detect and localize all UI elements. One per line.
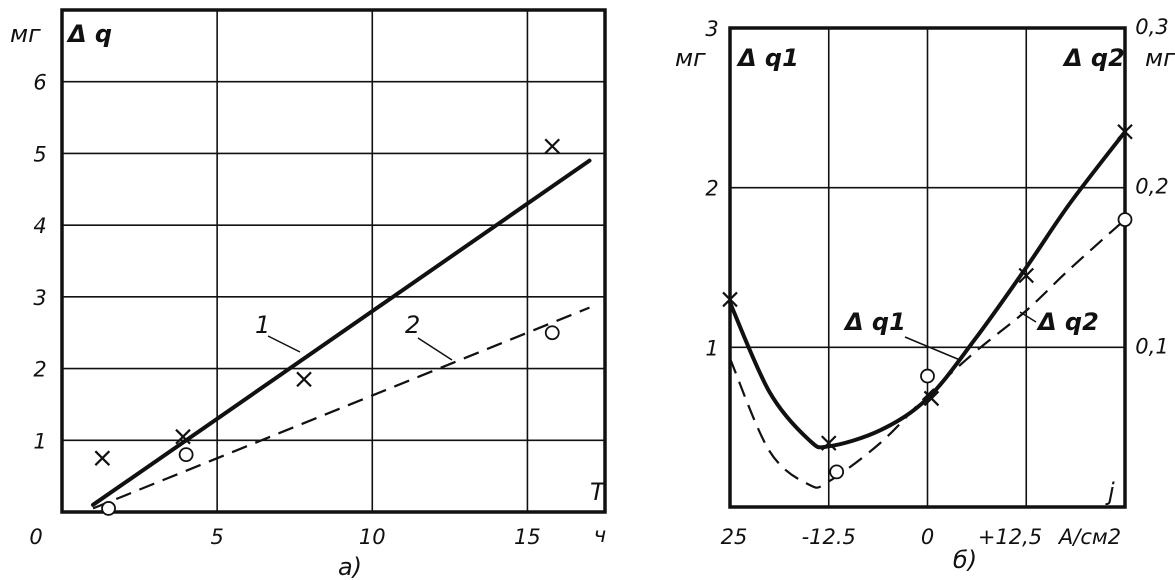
series-leader-1 [267, 335, 301, 353]
data-point-o [920, 368, 935, 384]
y-tick-label: 6 [33, 71, 46, 95]
data-point-x [923, 390, 940, 407]
x-tick-label: 25 [721, 525, 748, 549]
x-axis-unit: ч [594, 523, 606, 547]
x-tick-label: 15 [514, 525, 541, 549]
y-right-tick-label: 0,1 [1135, 334, 1168, 358]
y-right-unit: мг [1145, 44, 1175, 72]
data-point-o [101, 501, 116, 516]
data-point-x [296, 371, 312, 388]
data-point-o [544, 325, 560, 341]
y-axis-unit: мг [10, 20, 41, 48]
series-leader-2 [417, 337, 453, 361]
panel-label: a) [338, 553, 362, 580]
x-axis-unit: A/см2 [1057, 525, 1121, 549]
panel-b: 25 -12.5 0 +12,5 1 2 3 0,1 0,2 0,3 мг Δ q1 Δ q2 мг j A/… [675, 15, 1175, 574]
data-point-o [829, 464, 845, 480]
data-point-x [1117, 124, 1133, 140]
series-curve [728, 218, 1126, 489]
plot-frame [60, 8, 607, 514]
curve-label-q2: Δ q2 [1036, 308, 1099, 336]
series-line-2 [92, 306, 590, 510]
data-point-x [1018, 267, 1035, 284]
data-point-o [178, 447, 194, 463]
y-tick-label: 5 [33, 142, 46, 166]
data-point-x [94, 450, 111, 466]
plot-frame [728, 26, 1127, 509]
data-point-x [722, 291, 738, 308]
y-left-tick-label: 2 [705, 177, 718, 201]
y-left-tick-label: 1 [705, 336, 718, 360]
series-line-1 [91, 158, 592, 507]
curve-leader-q2 [1019, 311, 1037, 323]
data-point-o [1117, 212, 1133, 228]
y-tick-label: 3 [33, 286, 46, 310]
x-tick-label: 0 [29, 525, 42, 549]
y-tick-label: 2 [33, 358, 46, 382]
y-left-tick-label: 3 [705, 17, 718, 41]
x-tick-label: +12,5 [978, 525, 1042, 549]
x-axis-label: j [1105, 478, 1115, 506]
panel-label: б) [953, 546, 977, 574]
data-point-x [175, 428, 191, 445]
y-right-tick-label: 0,2 [1135, 175, 1168, 199]
series-curve [728, 129, 1127, 450]
curve-label-q1: Δ q1 [843, 308, 906, 336]
x-tick-label: -12.5 [802, 525, 856, 549]
data-point-x [820, 435, 837, 451]
y-axis-label: Δ q [66, 20, 112, 48]
y-tick-label: 1 [33, 429, 46, 453]
series-label-2: 2 [405, 311, 420, 339]
x-tick-label: 5 [210, 525, 223, 549]
curve-leader-q1 [904, 336, 961, 361]
y-left-label: Δ q1 [736, 44, 799, 72]
y-right-tick-label: 0,3 [1135, 15, 1168, 39]
x-axis-label: T [590, 478, 607, 506]
y-left-unit: мг [675, 44, 706, 72]
series-label-1: 1 [255, 311, 270, 339]
panel-a: 0 5 10 15 1 2 3 4 5 6 мг Δ q Tч a) 1 2 [10, 8, 607, 580]
y-tick-label: 4 [33, 214, 46, 238]
x-tick-label: 10 [359, 525, 386, 549]
y-right-label: Δ q2 [1062, 44, 1125, 72]
data-point-x [544, 138, 561, 155]
x-tick-label: 0 [921, 525, 934, 549]
